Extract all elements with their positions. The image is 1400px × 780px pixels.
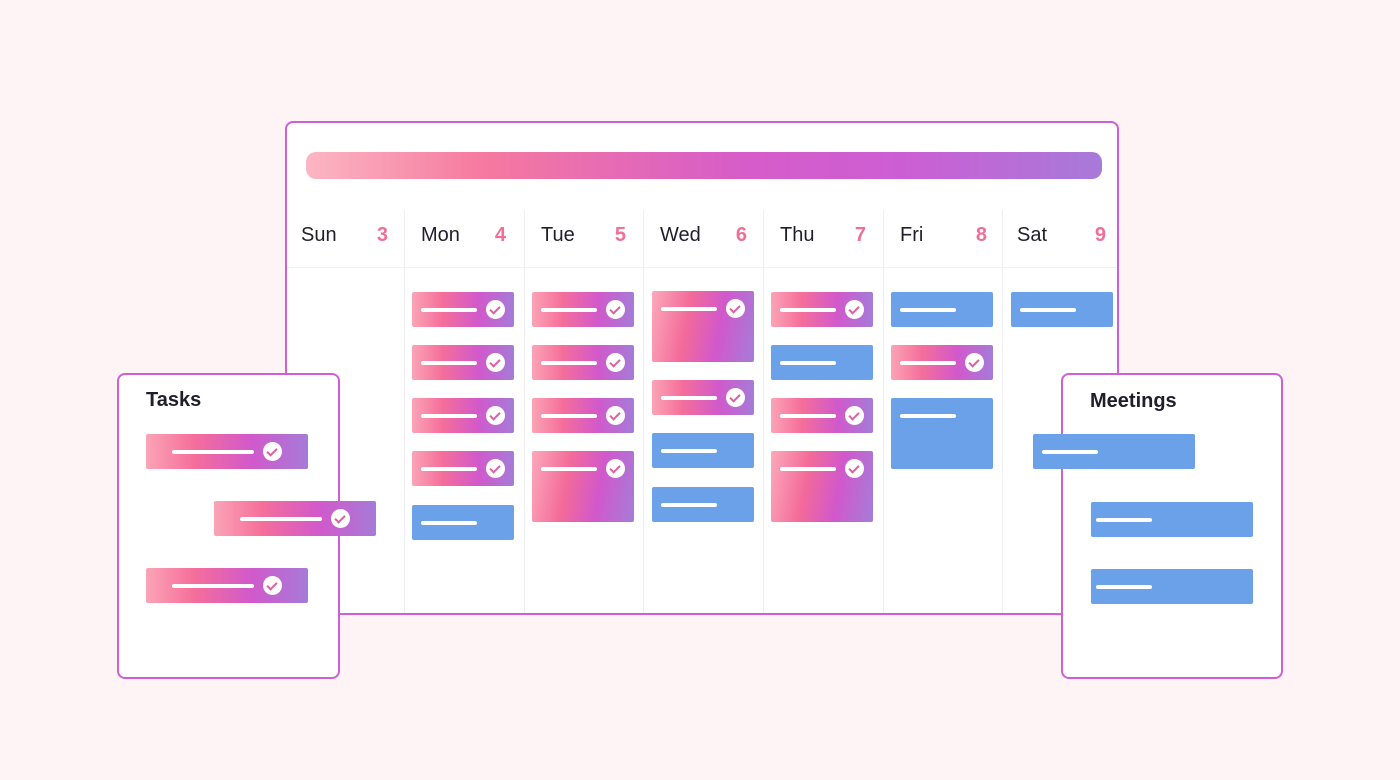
check-icon: [486, 353, 505, 372]
meeting-title-placeholder: [1096, 585, 1152, 589]
meeting-event[interactable]: [652, 433, 754, 468]
day-name-sat: Sat: [1017, 224, 1048, 246]
task-event[interactable]: [412, 292, 514, 327]
column-divider: [524, 210, 525, 613]
event-title-placeholder: [541, 467, 597, 471]
check-icon: [606, 459, 625, 478]
check-icon: [263, 442, 282, 461]
event-title-placeholder: [900, 414, 956, 418]
meeting-event[interactable]: [771, 345, 873, 380]
task-item[interactable]: [146, 568, 308, 603]
calendar-header-bar: [306, 152, 1102, 179]
column-divider: [763, 210, 764, 613]
task-event[interactable]: [532, 451, 634, 522]
day-number-sat: 9: [1094, 224, 1106, 246]
day-name-wed: Wed: [660, 224, 701, 246]
day-name-mon: Mon: [421, 224, 460, 246]
check-icon: [965, 353, 984, 372]
meetings-panel-title: Meetings: [1090, 390, 1177, 412]
check-icon: [486, 406, 505, 425]
column-divider: [404, 210, 405, 613]
event-title-placeholder: [661, 307, 717, 311]
event-title-placeholder: [541, 414, 597, 418]
event-title-placeholder: [421, 414, 477, 418]
task-event[interactable]: [412, 451, 514, 486]
meeting-item-dragging[interactable]: [1033, 434, 1195, 469]
meeting-event[interactable]: [891, 292, 993, 327]
task-item[interactable]: [146, 434, 308, 469]
event-title-placeholder: [421, 361, 477, 365]
task-event[interactable]: [532, 292, 634, 327]
day-name-sun: Sun: [301, 224, 337, 246]
day-number-fri: 8: [975, 224, 987, 246]
check-icon: [486, 300, 505, 319]
check-icon: [606, 406, 625, 425]
event-title-placeholder: [1020, 308, 1076, 312]
event-title-placeholder: [780, 414, 836, 418]
event-title-placeholder: [780, 361, 836, 365]
check-icon: [331, 509, 350, 528]
day-number-wed: 6: [735, 224, 747, 246]
meeting-title-placeholder: [1096, 518, 1152, 522]
meeting-item[interactable]: [1091, 502, 1253, 537]
task-event[interactable]: [652, 291, 754, 362]
meeting-event[interactable]: [891, 398, 993, 469]
tasks-panel-title: Tasks: [146, 389, 202, 411]
event-title-placeholder: [541, 308, 597, 312]
event-title-placeholder: [780, 467, 836, 471]
check-icon: [845, 406, 864, 425]
day-name-thu: Thu: [780, 224, 815, 246]
day-name-fri: Fri: [900, 224, 924, 246]
meeting-event[interactable]: [412, 505, 514, 540]
event-title-placeholder: [780, 308, 836, 312]
event-title-placeholder: [661, 396, 717, 400]
task-event[interactable]: [891, 345, 993, 380]
meeting-event[interactable]: [1011, 292, 1113, 327]
day-number-mon: 4: [494, 224, 506, 246]
meeting-title-placeholder: [1042, 450, 1098, 454]
check-icon: [726, 299, 745, 318]
task-event[interactable]: [532, 345, 634, 380]
task-title-placeholder: [172, 584, 254, 588]
event-title-placeholder: [421, 521, 477, 525]
day-number-sun: 3: [376, 224, 388, 246]
day-name-tue: Tue: [541, 224, 575, 246]
task-event[interactable]: [771, 398, 873, 433]
event-title-placeholder: [541, 361, 597, 365]
task-event[interactable]: [412, 398, 514, 433]
task-event[interactable]: [771, 451, 873, 522]
column-divider: [1002, 210, 1003, 613]
day-number-thu: 7: [854, 224, 866, 246]
check-icon: [263, 576, 282, 595]
event-title-placeholder: [661, 503, 717, 507]
check-icon: [845, 459, 864, 478]
task-title-placeholder: [172, 450, 254, 454]
task-event[interactable]: [412, 345, 514, 380]
task-event[interactable]: [771, 292, 873, 327]
check-icon: [726, 388, 745, 407]
check-icon: [606, 300, 625, 319]
check-icon: [486, 459, 505, 478]
column-divider: [883, 210, 884, 613]
task-event[interactable]: [652, 380, 754, 415]
check-icon: [606, 353, 625, 372]
event-title-placeholder: [900, 361, 956, 365]
event-title-placeholder: [661, 449, 717, 453]
meeting-item[interactable]: [1091, 569, 1253, 604]
meeting-event[interactable]: [652, 487, 754, 522]
calendar-card: [285, 121, 1119, 615]
check-icon: [845, 300, 864, 319]
header-divider: [287, 267, 1117, 268]
event-title-placeholder: [900, 308, 956, 312]
event-title-placeholder: [421, 467, 477, 471]
task-item-dragging[interactable]: [214, 501, 376, 536]
task-event[interactable]: [532, 398, 634, 433]
column-divider: [643, 210, 644, 613]
day-number-tue: 5: [614, 224, 626, 246]
task-title-placeholder: [240, 517, 322, 521]
event-title-placeholder: [421, 308, 477, 312]
